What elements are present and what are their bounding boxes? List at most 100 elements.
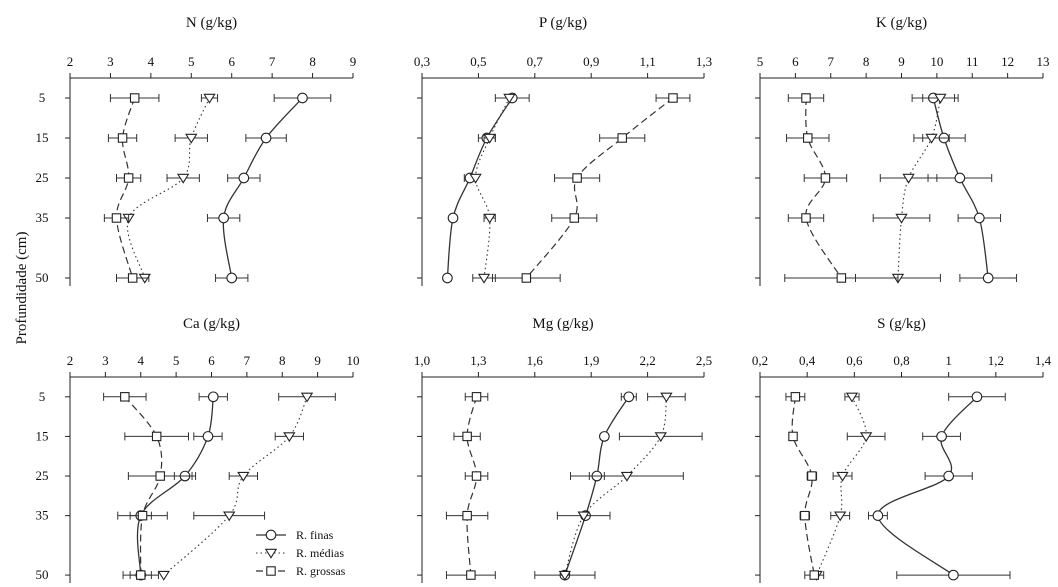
panel-title: N (g/kg) [186, 15, 237, 31]
panel: S (g/kg) 0,2 0,4 0,6 0,8 1 1,2 1,4 [752, 316, 1052, 583]
x-tick-label: 4 [138, 353, 145, 368]
series-line [222, 97, 303, 279]
x-tick-label: 6 [208, 353, 215, 368]
data-point [654, 432, 667, 443]
x-tick-label: 6 [792, 54, 799, 69]
legend-marker [265, 529, 277, 541]
data-point [260, 132, 272, 144]
x-tick-label: 0,4 [799, 353, 816, 368]
data-point [471, 392, 482, 402]
series [206, 92, 332, 284]
data-point [859, 432, 873, 443]
x-tick-label: 0,3 [414, 54, 430, 69]
x-tick-label: 1 [945, 353, 952, 368]
data-point [123, 173, 134, 183]
data-point [203, 93, 216, 104]
x-tick-label: 9 [314, 353, 321, 368]
panel: K (g/kg) 5 6 7 8 9 10 11 12 13 [755, 15, 1050, 286]
data-point [925, 133, 938, 144]
x-tick-label: 1,4 [1035, 353, 1052, 368]
data-point [462, 510, 472, 521]
legend-item: R. médias [256, 546, 344, 560]
series [855, 93, 959, 284]
series-line [791, 396, 815, 576]
data-point [138, 273, 151, 284]
series-line [525, 97, 674, 279]
series [911, 92, 1017, 284]
data-point [151, 431, 162, 442]
series [103, 392, 193, 580]
x-tick-label: 0,8 [893, 353, 909, 368]
data-point [577, 511, 590, 522]
x-tick-label: 4 [148, 54, 155, 69]
data-point [137, 510, 148, 521]
data-point [934, 93, 947, 104]
series [157, 392, 336, 581]
data-point [620, 471, 634, 482]
series [810, 392, 886, 581]
x-tick-label: 8 [309, 54, 316, 69]
data-point [237, 471, 250, 482]
x-tick-label: 7 [244, 353, 251, 368]
data-point [895, 213, 908, 224]
series [492, 93, 691, 283]
x-tick-label: 0,5 [470, 54, 486, 69]
series [784, 93, 899, 283]
series-line [115, 97, 136, 279]
data-point [572, 173, 582, 183]
x-tick-label: 13 [1037, 54, 1050, 69]
data-point [833, 511, 847, 522]
data-point [222, 511, 236, 522]
data-point [185, 133, 198, 144]
data-point [788, 431, 798, 442]
data-point [117, 133, 128, 143]
x-tick-label: 0,9 [583, 54, 599, 69]
data-point [127, 273, 138, 283]
data-point [471, 471, 482, 481]
data-point [462, 431, 472, 442]
y-tick-label: 50 [36, 270, 49, 285]
data-point [836, 273, 847, 283]
data-point [483, 133, 496, 144]
series [534, 392, 703, 581]
data-point [469, 173, 482, 184]
x-tick-label: 12 [1001, 54, 1014, 69]
series-line [816, 396, 867, 576]
data-point [836, 471, 849, 482]
y-tick-label: 35 [36, 210, 49, 225]
x-tick-label: 0,7 [527, 54, 544, 69]
x-tick-label: 1,3 [696, 54, 712, 69]
data-point [902, 173, 915, 184]
panel: Mg (g/kg) 1,0 1,3 1,6 1,9 2,2 2,5 [414, 316, 712, 583]
series [442, 92, 530, 284]
x-tick-label: 9 [898, 54, 905, 69]
data-point [503, 93, 516, 104]
x-tick-label: 5 [173, 353, 180, 368]
legend-label: R. grossas [296, 564, 346, 578]
x-tick-label: 8 [863, 54, 870, 69]
x-tick-label: 1,6 [527, 353, 544, 368]
x-tick-label: 11 [966, 54, 979, 69]
data-point [300, 392, 314, 403]
data-point [155, 471, 165, 481]
legend-marker [264, 548, 278, 559]
series-line [564, 396, 667, 576]
data-point [872, 510, 884, 522]
panel-title: Ca (g/kg) [183, 316, 240, 332]
series [129, 391, 228, 581]
series-line [805, 97, 842, 279]
data-point [207, 391, 219, 403]
legend-label: R. finas [296, 528, 334, 542]
x-tick-label: 2,5 [696, 353, 712, 368]
data-point [177, 173, 190, 184]
data-point [297, 92, 308, 104]
x-tick-label: 1,0 [414, 353, 430, 368]
series-line [932, 97, 989, 279]
panel-title: S (g/kg) [877, 316, 926, 332]
legend-item: R. grossas [256, 564, 346, 578]
legend-label: R. médias [296, 546, 344, 560]
x-tick-label: 2,2 [639, 353, 655, 368]
series [122, 93, 219, 284]
data-point [218, 212, 229, 224]
